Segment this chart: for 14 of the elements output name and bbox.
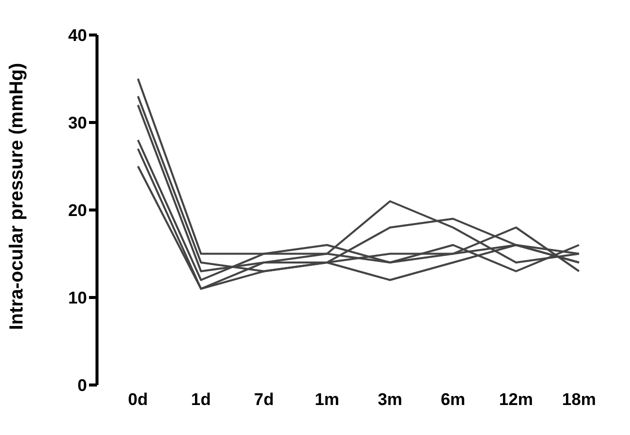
y-tick-label: 10: [68, 288, 87, 308]
x-tick-label: 1d: [191, 390, 211, 410]
y-axis-title: Intra-ocular pressure (mmHg): [6, 62, 28, 330]
x-tick-label: 0d: [128, 390, 148, 410]
x-tick-label: 12m: [499, 390, 534, 410]
y-tick-label: 0: [78, 376, 87, 396]
y-tick-label: 20: [68, 201, 87, 220]
x-tick-label: 1m: [314, 390, 340, 410]
x-tick-label: 18m: [562, 390, 596, 410]
x-tick-label: 6m: [440, 390, 466, 410]
y-tick-label: 40: [68, 26, 87, 46]
x-tick-label: 3m: [378, 390, 402, 410]
y-tick-label: 30: [68, 114, 87, 133]
x-tick-label: 7d: [254, 390, 274, 410]
